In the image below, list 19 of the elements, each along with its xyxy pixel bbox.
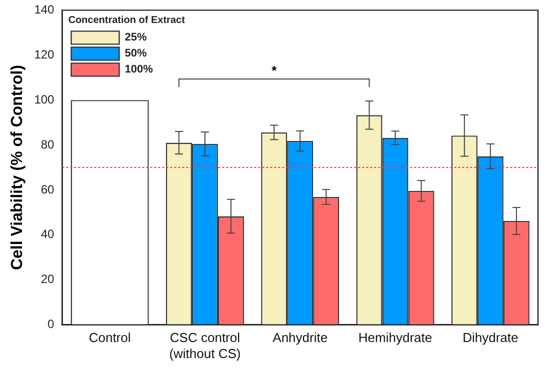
y-tick-label: 60	[40, 182, 55, 196]
y-tick-label: 0	[48, 317, 55, 332]
y-tick-label: 40	[40, 227, 55, 242]
legend-label: 100%	[124, 64, 154, 76]
x-tick-label: Hemihydrate	[358, 330, 432, 346]
legend-label: 50%	[124, 48, 147, 60]
y-axis-title: Cell Viability (% of Control)	[9, 64, 26, 270]
y-tick-label: 120	[34, 47, 55, 62]
y-tick-label: 140	[34, 2, 55, 17]
x-tick-label: Anhydrite	[272, 330, 328, 346]
x-tick-label: Control	[88, 330, 131, 346]
x-tick-label: Dihydrate	[462, 330, 518, 346]
y-tick-label: 20	[40, 272, 55, 286]
annotation: *	[272, 63, 278, 78]
y-tick-label: 100	[34, 92, 55, 106]
x-tick-label: CSC control (without CS)	[169, 330, 241, 361]
legend-label: 25%	[124, 32, 147, 44]
y-tick-label: 80	[40, 137, 55, 152]
legend-title: Concentration of Extract	[68, 14, 186, 26]
